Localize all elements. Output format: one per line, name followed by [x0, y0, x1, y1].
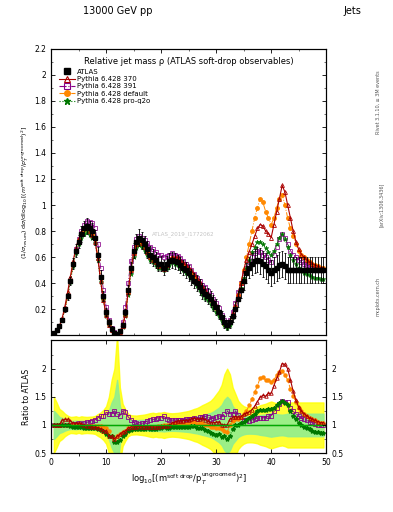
Text: Jets: Jets [344, 6, 362, 16]
Text: [arXiv:1306.3436]: [arXiv:1306.3436] [379, 183, 384, 227]
Text: ATLAS_2019_I1772062: ATLAS_2019_I1772062 [152, 231, 215, 237]
Legend: ATLAS, Pythia 6.428 370, Pythia 6.428 391, Pythia 6.428 default, Pythia 6.428 pr: ATLAS, Pythia 6.428 370, Pythia 6.428 39… [57, 66, 153, 107]
Y-axis label: Ratio to ATLAS: Ratio to ATLAS [22, 369, 31, 425]
Text: Relative jet mass ρ (ATLAS soft-drop observables): Relative jet mass ρ (ATLAS soft-drop obs… [84, 57, 294, 66]
Y-axis label: $(1/\sigma_{\rm resum})\ \mathrm{d}\sigma/\mathrm{d}\log_{10}[(m^{\rm soft\ drop: $(1/\sigma_{\rm resum})\ \mathrm{d}\sigm… [20, 125, 31, 259]
X-axis label: log$_{10}$[(m$^{\rm soft\ drop}$/p$_T^{\rm ungroomed}$)$^2$]: log$_{10}$[(m$^{\rm soft\ drop}$/p$_T^{\… [130, 471, 247, 487]
Text: mcplots.cern.ch: mcplots.cern.ch [375, 278, 380, 316]
Text: 13000 GeV pp: 13000 GeV pp [83, 6, 152, 16]
Text: Rivet 3.1.10, ≥ 3M events: Rivet 3.1.10, ≥ 3M events [375, 71, 380, 134]
